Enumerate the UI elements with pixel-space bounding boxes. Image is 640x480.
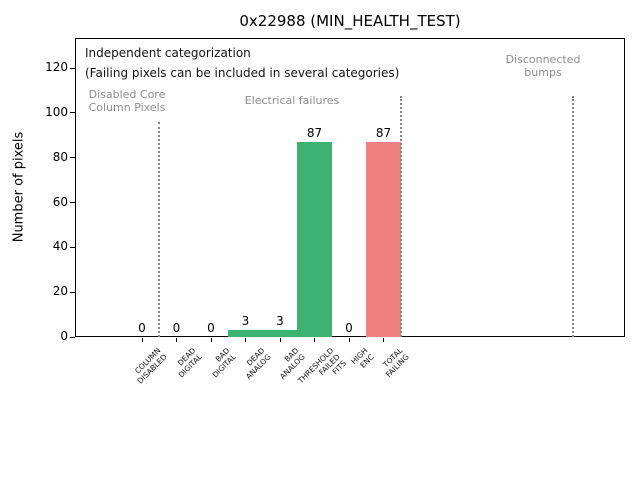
y-tick-mark — [70, 291, 75, 293]
y-tick-mark — [70, 202, 75, 203]
bar-value-label: 87 — [375, 125, 392, 140]
section-label-electrical-failures: Electrical failures — [244, 94, 340, 107]
bar-value-label: 3 — [276, 314, 284, 329]
y-axis-label: Number of pixels — [11, 131, 27, 243]
y-tick-label: 40 — [52, 239, 68, 254]
bar-bad-analog — [262, 330, 298, 337]
bar-value-label: 0 — [172, 321, 181, 335]
section-separator — [158, 122, 161, 337]
section-separator — [399, 96, 402, 337]
x-tick-mark — [314, 338, 315, 342]
y-tick-label: 120 — [45, 60, 68, 74]
annotation-independent-categorization: Independent categorization — [85, 46, 251, 60]
y-tick-label: 20 — [52, 284, 68, 299]
x-tick-mark — [210, 338, 212, 342]
x-tick-mark — [348, 338, 350, 342]
section-separator — [572, 96, 575, 337]
y-tick-label: 0 — [60, 329, 68, 343]
y-tick-mark — [70, 336, 75, 338]
y-tick-mark — [70, 112, 75, 114]
plot-area — [75, 38, 625, 337]
y-tick-mark — [70, 157, 75, 159]
bar-value-label: 0 — [207, 321, 215, 335]
section-label-disconnected-bumps: Disconnected bumps — [505, 53, 581, 79]
y-tick-mark — [70, 67, 75, 69]
x-tick-mark — [176, 338, 177, 342]
bar-dead-analog — [228, 330, 263, 337]
x-tick-mark — [279, 338, 281, 342]
chart-title: 0x22988 (MIN_HEALTH_TEST) — [239, 12, 461, 30]
bar-threshold-failed-fits — [297, 141, 332, 337]
section-label-disabled-core-column-pixels: Disabled Core Column Pixels — [88, 88, 166, 114]
bar-value-label: 0 — [138, 321, 146, 335]
y-tick-label: 60 — [52, 194, 68, 209]
x-tick-mark — [245, 338, 246, 342]
x-tick-mark — [383, 338, 384, 342]
y-tick-mark — [70, 246, 75, 248]
annotation-failing-pixels-note: (Failing pixels can be included in sever… — [85, 66, 400, 80]
bar-total-failing — [366, 141, 401, 337]
bar-value-label: 3 — [241, 314, 250, 329]
y-tick-label: 80 — [52, 149, 68, 164]
bar-value-label: 87 — [306, 125, 323, 140]
y-tick-label: 100 — [45, 104, 68, 119]
x-tick-mark — [141, 338, 143, 342]
bar-value-label: 0 — [345, 321, 353, 335]
